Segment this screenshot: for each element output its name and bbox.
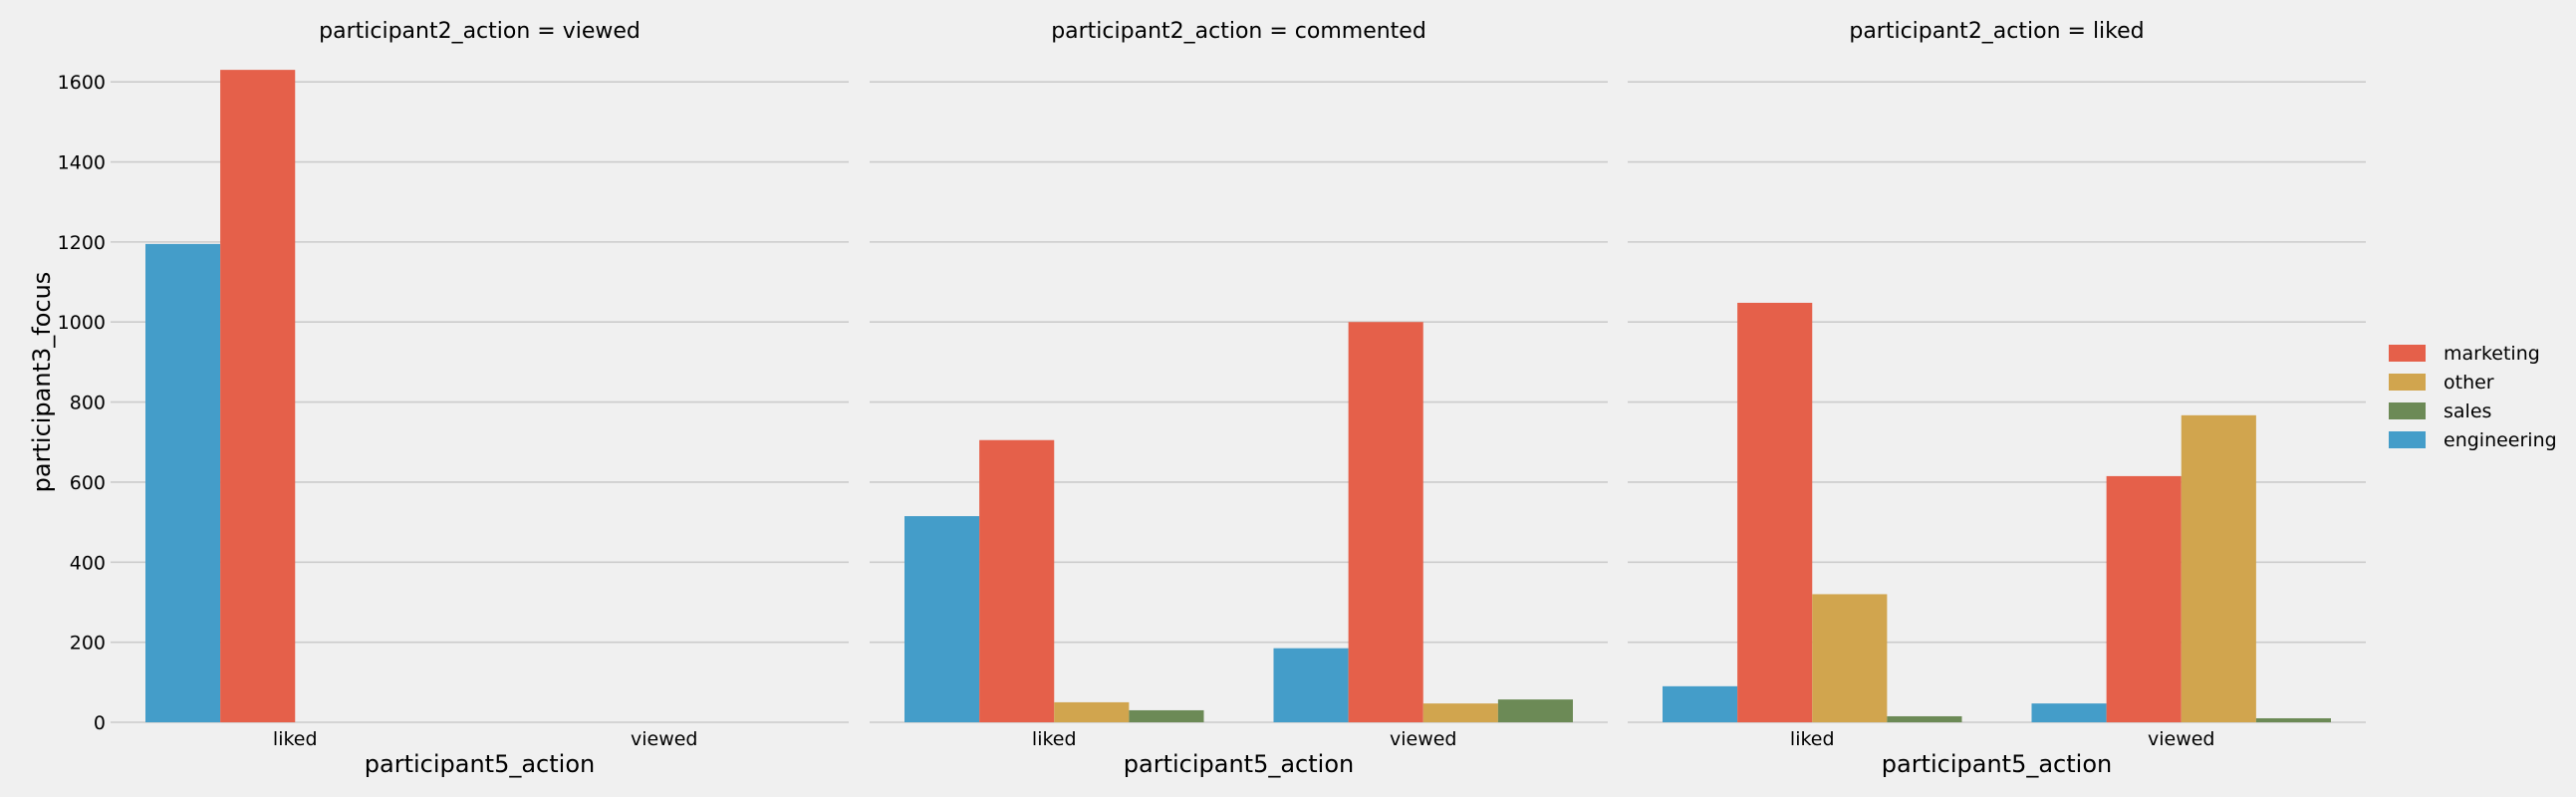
bar-engineering-viewed [2031,703,2107,722]
panel-title: participant2_action = commented [1051,19,1426,44]
bar-sales-viewed [2255,717,2331,722]
y-tick-label: 1600 [58,72,106,94]
bar-marketing-viewed [2106,475,2182,722]
panel-3: liked viewed participant2_action = liked pa… [1628,19,2366,778]
panel-title: participant2_action = viewed [319,19,641,44]
x-axis-label: participant5_action [365,750,595,778]
bar-other-liked [1812,594,1888,722]
x-axis-label: participant5_action [1124,750,1354,778]
x-tick-label: liked [273,728,318,750]
legend-swatch-other [2389,374,2426,391]
x-tick-label: liked [1790,728,1835,750]
legend: marketing other sales engineering [2389,343,2557,451]
bar-engineering-liked [1663,685,1738,722]
bar-other-viewed [2181,414,2256,722]
bar-marketing-liked [220,70,296,722]
x-axis-label: participant5_action [1882,750,2112,778]
x-tick-label: liked [1032,728,1077,750]
panel-title: participant2_action = liked [1849,19,2144,44]
bar-engineering-liked [904,516,980,722]
x-tick-label: viewed [2148,728,2215,750]
y-tick-label: 1200 [58,232,106,254]
bar-sales-liked [1887,715,1962,722]
legend-label-engineering: engineering [2444,429,2557,451]
bar-other-viewed [1422,703,1498,722]
bar-engineering-liked [145,243,221,722]
legend-swatch-engineering [2389,431,2426,448]
legend-swatch-sales [2389,402,2426,419]
bar-sales-liked [1129,709,1204,722]
bar-marketing-liked [1737,302,1813,722]
y-axis-label: participant3_focus [28,272,56,493]
y-tick-label: 600 [70,472,106,494]
legend-swatch-marketing [2389,345,2426,362]
bar-other-liked [1054,701,1130,722]
bar-sales-viewed [1497,699,1573,722]
y-tick-label: 1400 [58,152,106,174]
y-tick-label: 0 [94,712,106,734]
bar-engineering-viewed [1273,648,1349,722]
panel-2: liked viewed participant2_action = comment… [870,19,1608,778]
y-tick-label: 200 [70,633,106,655]
y-tick-label: 1000 [58,312,106,334]
legend-label-marketing: marketing [2444,343,2540,365]
y-tick-label: 800 [70,393,106,414]
panel-1: liked viewed participant2_action = viewed p… [58,19,849,778]
y-tick-label: 400 [70,552,106,574]
legend-label-sales: sales [2444,400,2491,422]
x-tick-label: viewed [631,728,698,750]
x-tick-label: viewed [1390,728,1457,750]
bar-marketing-viewed [1348,322,1423,722]
bar-marketing-liked [979,439,1055,722]
legend-label-other: other [2444,372,2494,394]
